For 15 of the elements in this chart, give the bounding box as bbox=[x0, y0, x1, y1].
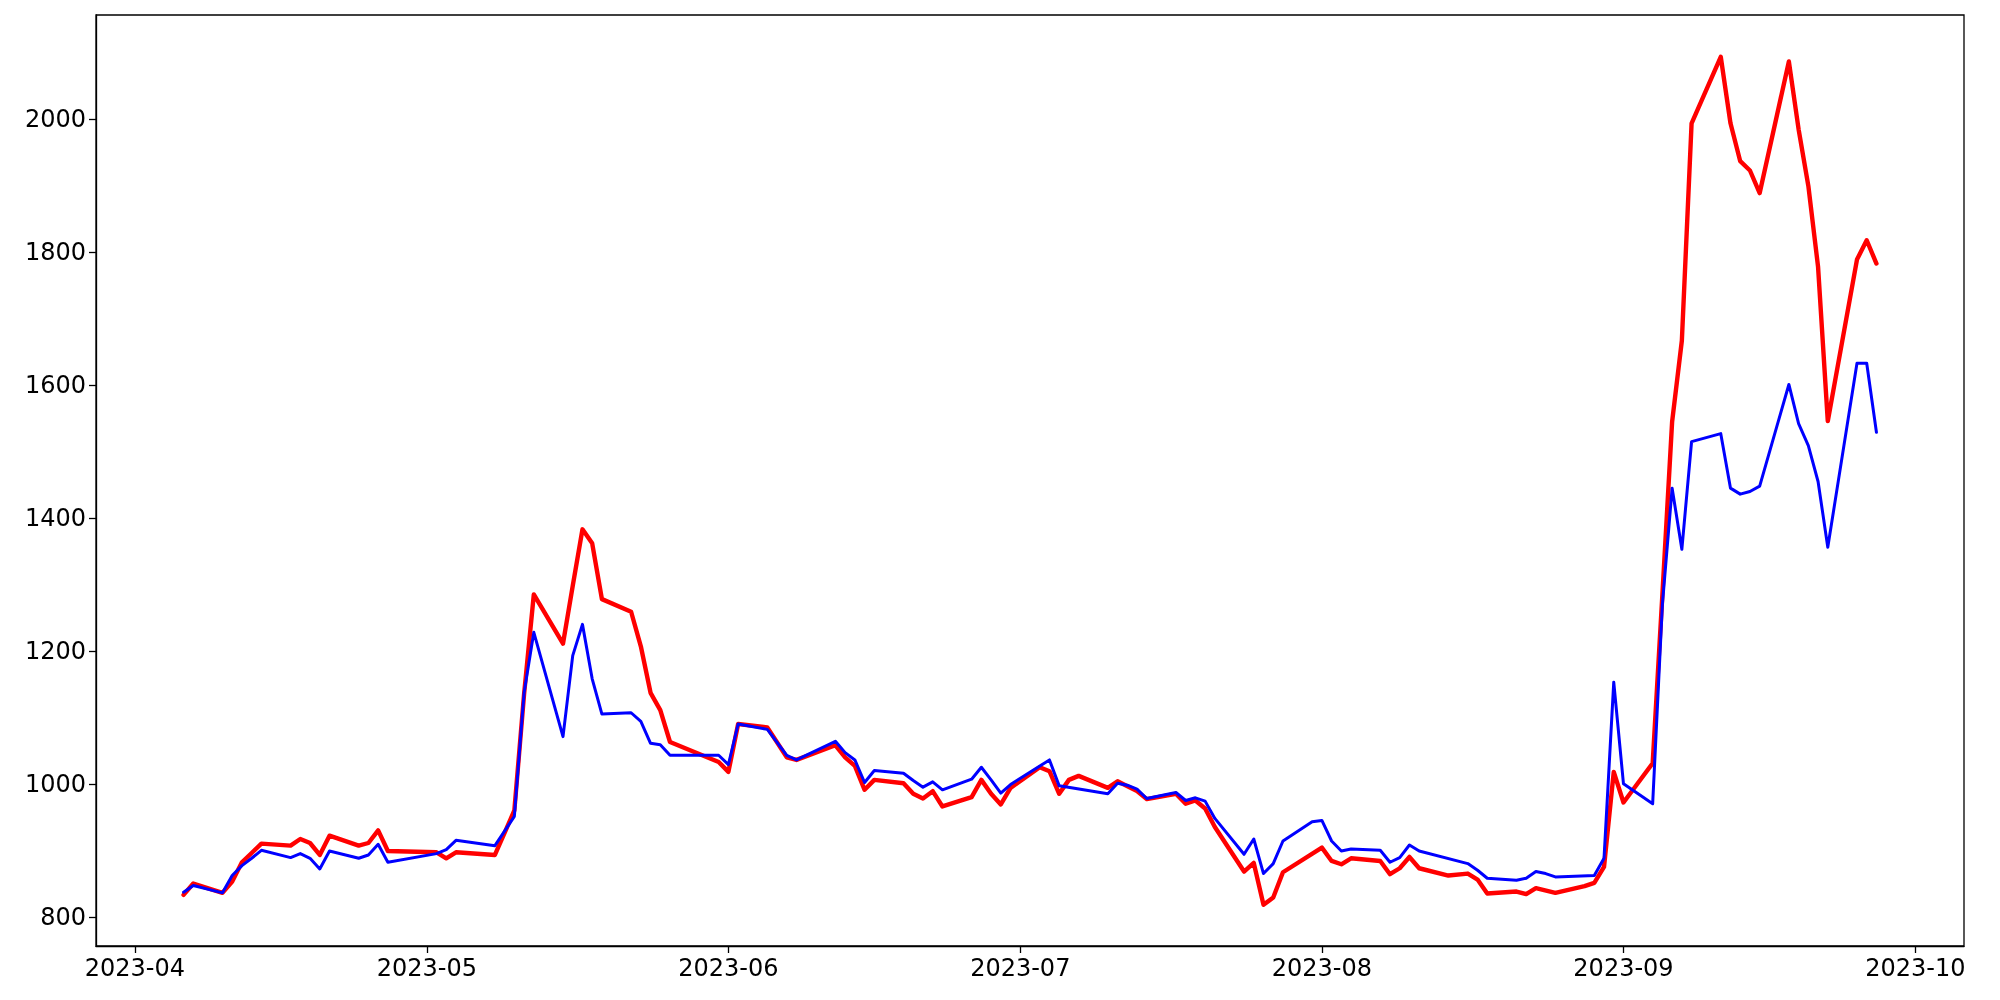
y-tick-label: 1200 bbox=[24, 636, 86, 665]
x-tick-label: 2023-07 bbox=[970, 954, 1071, 982]
y-tick-label: 2000 bbox=[24, 105, 86, 134]
x-tick-label: 2023-04 bbox=[84, 954, 186, 982]
x-tick-label: 2023-10 bbox=[1865, 954, 1966, 982]
line-series bbox=[182, 361, 1878, 895]
y-tick-label: 1600 bbox=[24, 371, 86, 400]
x-tick-label: 2023-08 bbox=[1271, 954, 1373, 982]
x-tick-label: 2023-09 bbox=[1573, 954, 1674, 982]
y-tick-label: 1000 bbox=[24, 769, 86, 798]
y-tick-label: 1800 bbox=[24, 238, 86, 267]
x-tick-label: 2023-05 bbox=[376, 954, 477, 982]
y-tick-label: 800 bbox=[40, 902, 86, 931]
y-tick-label: 1400 bbox=[24, 504, 86, 533]
x-tick-label: 2023-06 bbox=[678, 954, 779, 982]
